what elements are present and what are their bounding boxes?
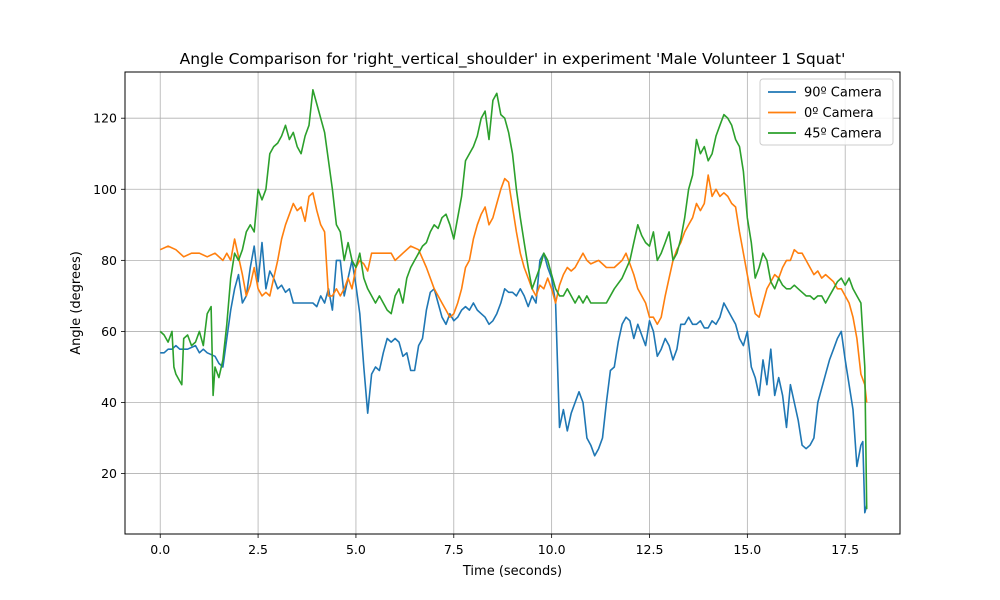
series-line (159, 174, 868, 403)
x-tick-label: 5.0 (346, 542, 366, 557)
y-tick-label: 40 (101, 395, 117, 410)
x-tick-label: 15.0 (733, 542, 761, 557)
grid (125, 72, 900, 534)
x-tick-label: 10.0 (538, 542, 566, 557)
x-tick-label: 7.5 (444, 542, 464, 557)
legend-label: 90º Camera (804, 86, 882, 101)
x-tick-label: 12.5 (636, 542, 664, 557)
plot-frame (124, 71, 901, 535)
y-axis-label: Angle (degrees) (69, 251, 84, 355)
legend-label: 0º Camera (804, 106, 874, 121)
legend-label: 45º Camera (804, 127, 882, 142)
y-tick-label: 100 (93, 182, 117, 197)
legend: 90º Camera 0º Camera 45º Camera (759, 78, 894, 146)
x-axis-label: Time (seconds) (462, 564, 562, 579)
y-tick-label: 80 (101, 253, 117, 268)
series-lines (159, 89, 868, 514)
x-tick-label: 2.5 (248, 542, 268, 557)
series-line (160, 241, 868, 514)
y-tick-label: 120 (93, 111, 117, 126)
y-tick-label: 20 (101, 466, 117, 481)
chart-title: Angle Comparison for 'right_vertical_sho… (180, 50, 846, 69)
y-tick-label: 60 (101, 324, 117, 339)
legend-box (759, 78, 894, 146)
axis-ticks: 0.0 2.5 5.0 7.5 10.0 12.5 15.0 17.5 20 40 60 80 100 1… (93, 111, 859, 557)
x-tick-label: 0.0 (150, 542, 170, 557)
x-tick-label: 17.5 (831, 542, 859, 557)
series-line (159, 89, 868, 510)
